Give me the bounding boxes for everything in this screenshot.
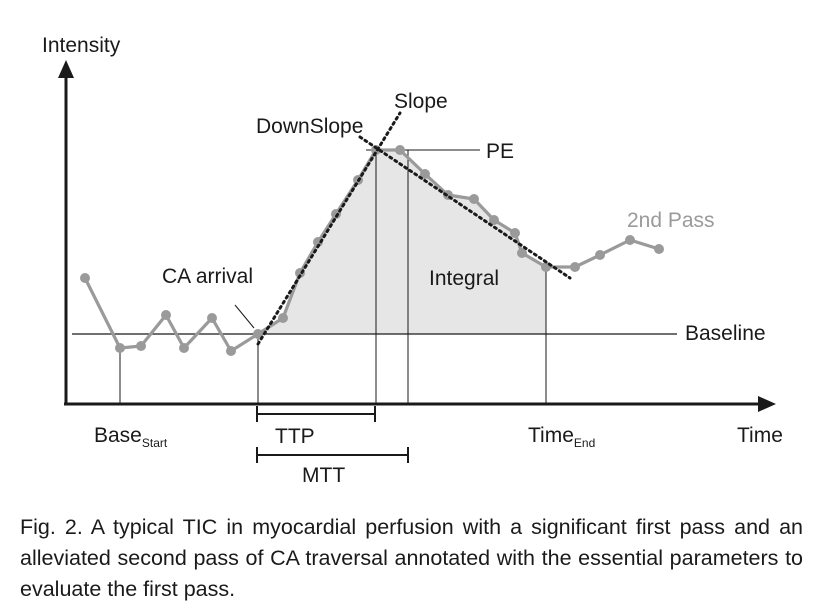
ca-arrival-leader — [234, 304, 255, 329]
integral-area — [258, 150, 546, 334]
data-point — [136, 341, 146, 351]
data-point — [469, 194, 479, 204]
ttp-label: TTP — [275, 425, 315, 448]
data-point — [654, 244, 664, 254]
x-axis-arrow-icon — [758, 396, 776, 412]
figure-caption: Fig. 2. A typical TIC in myocardial perf… — [20, 515, 803, 601]
baseline-label: Baseline — [685, 322, 766, 345]
data-point — [395, 145, 405, 155]
time-end-label: TimeEnd — [528, 424, 595, 450]
data-point — [278, 313, 288, 323]
data-point — [510, 228, 520, 238]
integral-label: Integral — [429, 267, 499, 290]
time-end-sub: End — [574, 436, 595, 450]
ttp-bracket — [256, 406, 376, 422]
ca-arrival-label: CA arrival — [162, 265, 253, 288]
base-start-main: Base — [94, 424, 142, 447]
pe-label: PE — [486, 140, 514, 163]
base-start-label: BaseStart — [94, 424, 168, 450]
mtt-bracket — [256, 447, 409, 463]
time-end-main: Time — [528, 424, 574, 447]
data-point — [595, 250, 605, 260]
data-point — [517, 248, 527, 258]
data-point — [207, 313, 217, 323]
data-point — [420, 169, 430, 179]
data-point — [161, 310, 171, 320]
data-point — [115, 343, 125, 353]
tic-diagram: Intensity Time Slope DownSlope PE 2nd Pa… — [42, 34, 783, 487]
tic-points — [80, 145, 664, 356]
downslope-line — [358, 135, 572, 280]
data-point — [625, 235, 635, 245]
downslope-label: DownSlope — [256, 115, 363, 138]
data-point — [179, 343, 189, 353]
second-pass-label: 2nd Pass — [627, 209, 715, 232]
slope-line — [256, 111, 402, 346]
data-point — [253, 329, 263, 339]
data-point — [80, 273, 90, 283]
y-axis-label: Intensity — [42, 34, 121, 57]
data-point — [226, 346, 236, 356]
base-start-sub: Start — [142, 436, 168, 450]
y-axis-arrow-icon — [58, 60, 74, 78]
x-axis-label: Time — [737, 424, 783, 447]
data-point — [570, 262, 580, 272]
slope-label: Slope — [394, 90, 448, 113]
data-point — [489, 215, 499, 225]
mtt-label: MTT — [302, 464, 345, 487]
